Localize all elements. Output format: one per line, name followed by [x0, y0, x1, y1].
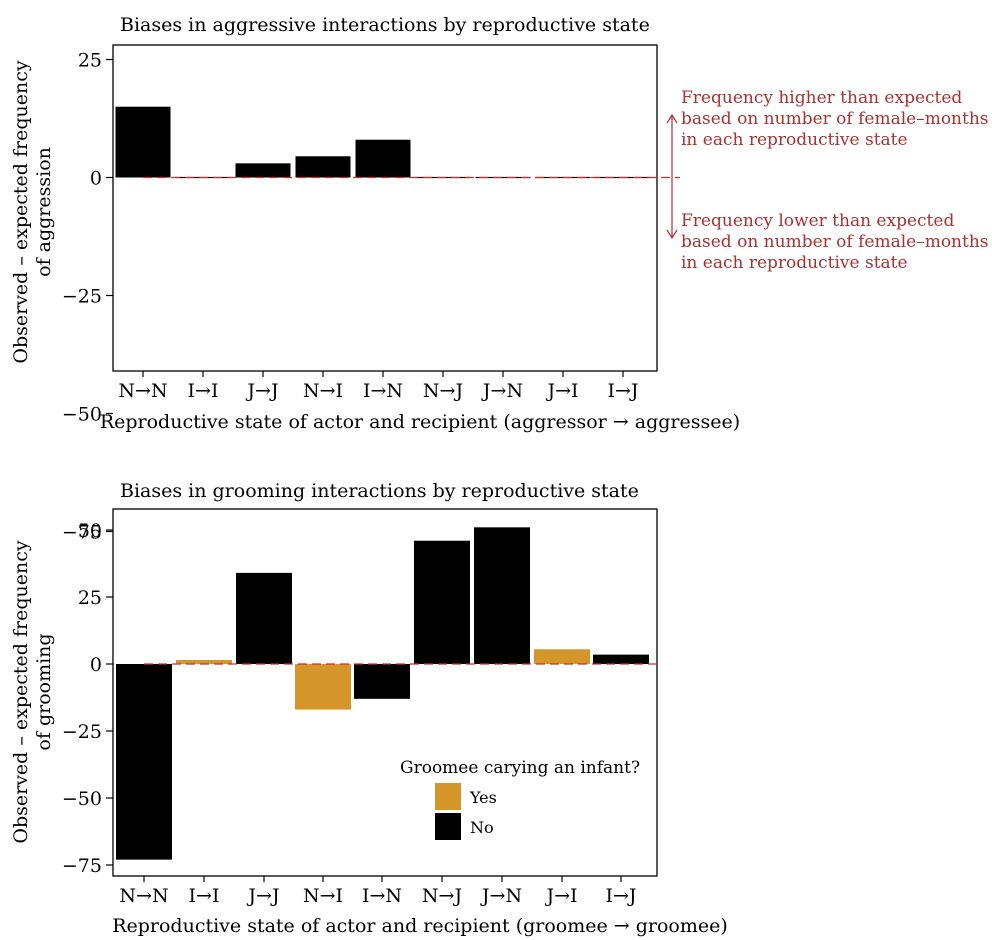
y-tick-label: −50 [62, 788, 102, 810]
legend: Groomee carying an infant? Yes No [400, 758, 640, 840]
plot-frame [112, 44, 658, 372]
bar-J-to-I [534, 649, 590, 664]
x-tick-label: I→I [189, 885, 220, 907]
bars [115, 106, 680, 179]
x-tick-label: J→I [544, 885, 577, 907]
x-tick-label: N→I [303, 885, 343, 907]
annotation-lower-line2: based on number of female–months [681, 232, 989, 252]
legend-swatch-yes [435, 783, 461, 810]
bar-I-to-J [593, 654, 649, 664]
x-tick-label: N→N [119, 885, 168, 907]
y-tick-label: −50 [62, 404, 102, 426]
x-tick-label: J→J [246, 885, 279, 907]
y-tick-label: 0 [90, 654, 102, 676]
y-tick-label: −25 [62, 721, 102, 743]
chart-title: Biases in aggressive interactions by rep… [120, 14, 650, 36]
x-tick-label: J→N [480, 885, 522, 907]
y-axis-label-line1: Observed – expected frequency [10, 60, 32, 364]
x-tick-label: N→N [118, 380, 167, 402]
x-tick-label: I→I [188, 380, 219, 402]
x-tick-label: I→J [605, 885, 636, 907]
y-axis-label-line1: Observed – expected frequency [10, 540, 32, 844]
legend-swatch-no [435, 813, 461, 840]
x-axis-label: Reproductive state of actor and recipien… [112, 915, 728, 937]
y-tick-label: 50 [78, 520, 102, 542]
bar-J-to-N [474, 527, 530, 664]
legend-title: Groomee carying an infant? [400, 758, 640, 778]
x-tick-label: J→N [481, 380, 523, 402]
annotation-higher-line2: based on number of female–months [681, 109, 989, 129]
y-tick-label: −25 [62, 286, 102, 308]
bar-N-to-I [295, 156, 351, 178]
aggression-chart: Biases in aggressive interactions by rep… [10, 14, 989, 544]
annotation-lower: Frequency lower than expected based on n… [681, 211, 989, 273]
annotation-lower-line3: in each reproductive state [681, 253, 908, 273]
plot-frame [112, 508, 658, 877]
y-tick-label: −75 [62, 855, 102, 877]
x-axis: N→N I→I J→J N→I I→N N→J J→N J→I I→J [119, 876, 637, 907]
bar-N-to-N [115, 106, 171, 178]
x-tick-label: N→J [422, 885, 462, 907]
y-tick-label: 25 [78, 587, 102, 609]
annotation-higher-line3: in each reproductive state [681, 130, 908, 150]
y-tick-label: −75 [62, 522, 102, 544]
bar-J-to-J [236, 572, 292, 664]
annotation-higher: Frequency higher than expected based on … [681, 88, 989, 150]
bar-I-to-I [176, 659, 232, 664]
annotation-lower-line1: Frequency lower than expected [681, 211, 954, 231]
annotation-higher-line1: Frequency higher than expected [681, 88, 962, 108]
grooming-chart: Biases in grooming interactions by repro… [10, 480, 728, 937]
y-tick-label: 0 [90, 168, 102, 190]
bars [116, 527, 657, 860]
bar-I-to-N [354, 664, 410, 699]
y-axis: 50 25 0 −25 −50 −75 [62, 50, 113, 544]
legend-label-no: No [470, 818, 494, 837]
x-axis: N→N I→I J→J N→I I→N N→J J→N J→I I→J [118, 371, 639, 402]
x-tick-label: N→J [423, 380, 463, 402]
bar-N-to-J [414, 540, 470, 664]
y-axis-label-line2: of aggression [33, 147, 55, 277]
bar-J-to-J [235, 163, 291, 178]
x-axis-label: Reproductive state of actor and recipien… [100, 411, 740, 433]
x-tick-label: I→J [607, 380, 638, 402]
y-axis-label-line2: of grooming [33, 633, 55, 750]
chart-title: Biases in grooming interactions by repro… [120, 480, 639, 502]
y-tick-label: 25 [78, 50, 102, 72]
bar-N-to-I [295, 664, 351, 710]
x-tick-label: N→I [303, 380, 343, 402]
bar-N-to-N [116, 664, 172, 860]
x-tick-label: J→I [545, 380, 578, 402]
x-tick-label: I→N [363, 380, 403, 402]
y-axis: 50 25 0 −25 −50 −75 [62, 520, 113, 877]
x-tick-label: J→J [245, 380, 278, 402]
bar-J-to-N [475, 176, 531, 179]
bar-I-to-N [355, 139, 411, 178]
x-tick-label: I→N [362, 885, 402, 907]
legend-label-yes: Yes [469, 788, 497, 807]
annotation-arrows [666, 113, 678, 240]
